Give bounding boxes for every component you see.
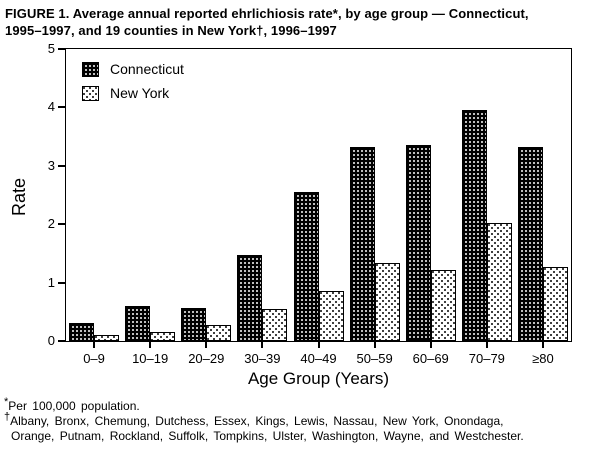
y-tick-label: 4	[47, 99, 55, 115]
legend-label-new-york: New York	[110, 85, 170, 101]
bar-connecticut	[125, 305, 151, 341]
bar-new-york	[542, 267, 568, 341]
bar-new-york	[486, 223, 512, 341]
asterisk-marker: *	[4, 396, 9, 408]
bar-connecticut	[181, 307, 207, 341]
footnotes: *Per 100,000 population. †Albany, Bronx,…	[4, 396, 603, 444]
x-tick-label: 40–49	[300, 351, 337, 366]
connecticut-swatch-icon	[82, 61, 99, 77]
figure-title: FIGURE 1. Average annual reported ehrlic…	[5, 6, 529, 38]
x-tick-label: ≥80	[532, 351, 554, 366]
footnote-counties: †Albany, Bronx, Chemung, Dutchess, Essex…	[4, 411, 524, 444]
bar-new-york	[206, 325, 232, 341]
bar-new-york	[430, 270, 456, 341]
x-tick-label: 0–9	[83, 351, 105, 366]
bar-new-york	[318, 291, 344, 341]
bar-connecticut	[237, 254, 263, 341]
bar-connecticut	[293, 192, 319, 341]
x-axis-tick	[149, 342, 152, 348]
bar-connecticut	[461, 110, 487, 341]
y-tick-label: 5	[47, 41, 55, 56]
y-tick-label: 2	[47, 216, 55, 232]
x-axis-tick	[205, 342, 208, 348]
legend-item-connecticut: Connecticut	[82, 61, 184, 77]
y-axis-title: Rate	[9, 177, 29, 217]
x-tick-label: 60–69	[412, 351, 449, 366]
x-axis-tick	[93, 342, 96, 348]
bar-new-york	[374, 262, 400, 341]
y-axis-tick	[58, 340, 65, 342]
legend-item-new-york: New York	[82, 85, 184, 101]
x-axis-title: Age Group (Years)	[247, 369, 390, 388]
plot-area: Connecticut New York	[65, 48, 572, 342]
x-axis-tick	[317, 342, 320, 348]
bar-connecticut	[69, 323, 95, 341]
y-axis-tick	[58, 281, 65, 284]
x-tick-label: 30–39	[244, 351, 281, 366]
legend-label-connecticut: Connecticut	[110, 61, 184, 77]
x-tick-label: 10–19	[132, 351, 169, 366]
y-axis-tick	[58, 48, 65, 50]
x-axis-tick	[485, 342, 488, 348]
new-york-swatch-icon	[82, 85, 99, 101]
y-tick-label: 1	[47, 274, 55, 290]
x-tick-label: 20–29	[188, 351, 225, 366]
bar-connecticut	[349, 147, 375, 341]
legend: Connecticut New York	[82, 61, 184, 109]
x-axis-tick	[261, 342, 264, 348]
x-axis-tick	[373, 342, 376, 348]
bar-new-york	[262, 308, 288, 341]
bar-new-york	[150, 332, 176, 341]
x-axis-tick	[429, 342, 432, 348]
y-axis-tick	[58, 164, 65, 167]
bar-connecticut	[405, 144, 431, 341]
y-axis-tick	[58, 106, 65, 109]
bar-new-york	[94, 335, 120, 341]
y-tick-label: 0	[47, 333, 55, 348]
y-tick-label: 3	[47, 157, 55, 173]
y-axis-tick	[58, 223, 65, 226]
x-tick-label: 70–79	[468, 351, 505, 366]
bar-connecticut	[517, 147, 543, 341]
x-tick-label: 50–59	[356, 351, 393, 366]
x-axis-tick	[541, 342, 544, 348]
dagger-marker: †	[4, 411, 11, 423]
footnote-population: *Per 100,000 population.	[4, 396, 140, 414]
